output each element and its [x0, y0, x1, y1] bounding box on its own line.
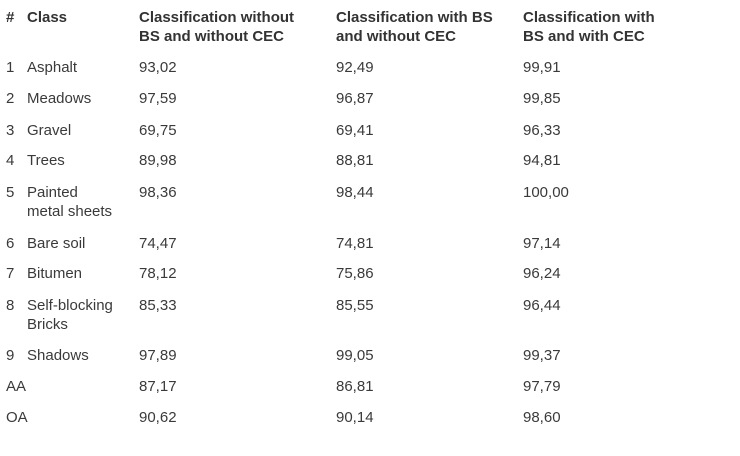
- summary-label-aa: AA: [6, 378, 27, 395]
- row-value-col2: 92,49: [336, 59, 374, 76]
- row-value-col3: 99,91: [523, 59, 561, 76]
- row-value-col1: 78,12: [139, 265, 177, 282]
- summary-value-col2: 86,81: [336, 378, 374, 395]
- row-value-col3: 96,24: [523, 265, 561, 282]
- row-value-col3: 97,14: [523, 235, 561, 252]
- row-class: Gravel: [27, 122, 72, 139]
- row-value-col3: 99,85: [523, 90, 561, 107]
- summary-value-col1: 90,62: [139, 409, 177, 426]
- header-num: #: [6, 9, 15, 26]
- row-class: Shadows: [27, 347, 89, 364]
- row-value-col1: 97,89: [139, 347, 177, 364]
- row-value-col1: 69,75: [139, 122, 177, 139]
- header-col1-line2: BS and without CEC: [139, 28, 284, 45]
- summary-label-oa: OA: [6, 409, 28, 426]
- row-value-col1: 89,98: [139, 152, 177, 169]
- summary-value-col3: 97,79: [523, 378, 561, 395]
- header-col3-line2: BS and with CEC: [523, 28, 645, 45]
- row-value-col2: 69,41: [336, 122, 374, 139]
- row-class: Painted: [27, 184, 78, 201]
- row-value-col1: 85,33: [139, 297, 177, 314]
- row-value-col2: 74,81: [336, 235, 374, 252]
- summary-value-col1: 87,17: [139, 378, 177, 395]
- row-value-col3: 96,44: [523, 297, 561, 314]
- row-class: Meadows: [27, 90, 92, 107]
- row-value-col3: 96,33: [523, 122, 561, 139]
- row-value-col1: 97,59: [139, 90, 177, 107]
- summary-value-col3: 98,60: [523, 409, 561, 426]
- row-num: 4: [6, 152, 15, 169]
- row-num: 9: [6, 347, 15, 364]
- row-value-col2: 85,55: [336, 297, 374, 314]
- row-num: 7: [6, 265, 15, 282]
- row-num: 8: [6, 297, 15, 314]
- row-class-line2: metal sheets: [27, 203, 113, 220]
- row-value-col3: 99,37: [523, 347, 561, 364]
- row-num: 1: [6, 59, 15, 76]
- summary-value-col2: 90,14: [336, 409, 374, 426]
- header-col1-line1: Classification without: [139, 9, 295, 26]
- row-class-line2: Bricks: [27, 316, 68, 333]
- header-col2-line2: and without CEC: [336, 28, 456, 45]
- row-class: Bare soil: [27, 235, 86, 252]
- row-num: 5: [6, 184, 15, 201]
- row-value-col3: 94,81: [523, 152, 561, 169]
- row-num: 6: [6, 235, 15, 252]
- row-num: 2: [6, 90, 15, 107]
- row-num: 3: [6, 122, 15, 139]
- row-class: Asphalt: [27, 59, 78, 76]
- header-col2-line1: Classification with BS: [336, 9, 493, 26]
- row-class: Self-blocking: [27, 297, 113, 314]
- row-value-col2: 75,86: [336, 265, 374, 282]
- row-value-col2: 96,87: [336, 90, 374, 107]
- header-col3-line1: Classification with: [523, 9, 655, 26]
- row-class: Trees: [27, 152, 65, 169]
- row-value-col2: 98,44: [336, 184, 374, 201]
- header-class: Class: [27, 9, 68, 26]
- row-value-col2: 99,05: [336, 347, 374, 364]
- row-value-col3: 100,00: [523, 184, 569, 201]
- row-value-col1: 98,36: [139, 184, 177, 201]
- row-class: Bitumen: [27, 265, 83, 282]
- row-value-col1: 74,47: [139, 235, 177, 252]
- row-value-col1: 93,02: [139, 59, 177, 76]
- row-value-col2: 88,81: [336, 152, 374, 169]
